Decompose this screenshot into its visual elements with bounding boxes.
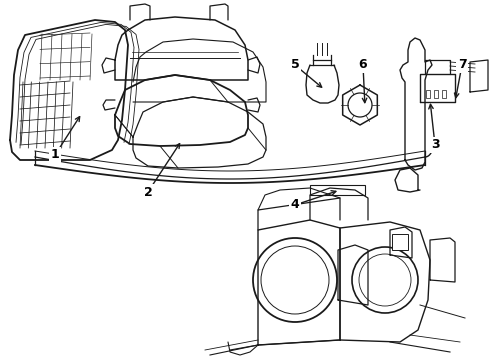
Circle shape — [253, 238, 337, 322]
Text: 5: 5 — [291, 58, 299, 72]
Bar — [310, 185, 365, 195]
Circle shape — [352, 247, 418, 313]
Text: 6: 6 — [359, 58, 368, 72]
Text: 7: 7 — [458, 58, 466, 72]
Text: 1: 1 — [50, 148, 59, 162]
Bar — [426, 90, 430, 98]
Bar — [442, 90, 446, 98]
Text: 4: 4 — [291, 198, 299, 211]
Circle shape — [261, 246, 329, 314]
Circle shape — [348, 93, 372, 117]
Text: 2: 2 — [144, 185, 152, 198]
Bar — [434, 90, 438, 98]
Text: 3: 3 — [431, 139, 440, 152]
Bar — [392, 234, 408, 250]
Circle shape — [359, 254, 411, 306]
